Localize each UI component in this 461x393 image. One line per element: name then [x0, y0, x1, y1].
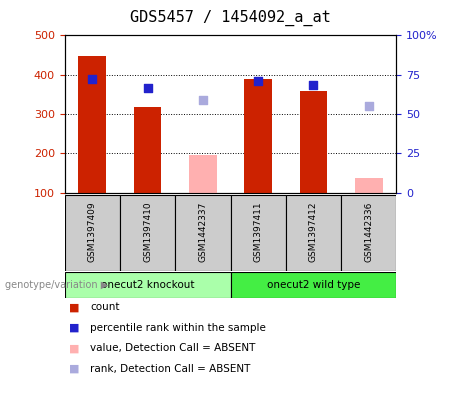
- Bar: [286, 195, 341, 271]
- Text: ■: ■: [69, 302, 80, 312]
- Point: [199, 97, 207, 103]
- Text: GSM1397410: GSM1397410: [143, 201, 152, 262]
- Bar: [189, 155, 217, 193]
- Bar: [120, 195, 175, 271]
- Bar: [78, 56, 106, 193]
- Text: ■: ■: [69, 343, 80, 353]
- Text: GSM1397409: GSM1397409: [88, 201, 97, 262]
- Bar: [300, 91, 327, 193]
- Point: [144, 85, 151, 92]
- Text: rank, Detection Call = ABSENT: rank, Detection Call = ABSENT: [90, 364, 250, 374]
- Text: GSM1397411: GSM1397411: [254, 201, 263, 262]
- Point: [310, 82, 317, 88]
- Bar: [355, 178, 383, 193]
- Bar: [175, 195, 230, 271]
- Text: onecut2 wild type: onecut2 wild type: [267, 280, 360, 290]
- Point: [254, 77, 262, 84]
- Text: value, Detection Call = ABSENT: value, Detection Call = ABSENT: [90, 343, 255, 353]
- Text: onecut2 knockout: onecut2 knockout: [101, 280, 194, 290]
- Text: GSM1442336: GSM1442336: [364, 201, 373, 261]
- Text: GSM1442337: GSM1442337: [198, 201, 207, 261]
- Bar: [230, 195, 286, 271]
- Text: count: count: [90, 302, 119, 312]
- Bar: [244, 79, 272, 193]
- Bar: [65, 195, 120, 271]
- Bar: [341, 195, 396, 271]
- Text: ■: ■: [69, 323, 80, 333]
- Text: GDS5457 / 1454092_a_at: GDS5457 / 1454092_a_at: [130, 10, 331, 26]
- Bar: [230, 272, 396, 298]
- Text: GSM1397412: GSM1397412: [309, 201, 318, 262]
- Point: [365, 103, 372, 109]
- Text: percentile rank within the sample: percentile rank within the sample: [90, 323, 266, 333]
- Bar: [65, 272, 230, 298]
- Bar: [134, 107, 161, 193]
- Text: genotype/variation ▶: genotype/variation ▶: [5, 280, 108, 290]
- Point: [89, 75, 96, 82]
- Text: ■: ■: [69, 364, 80, 374]
